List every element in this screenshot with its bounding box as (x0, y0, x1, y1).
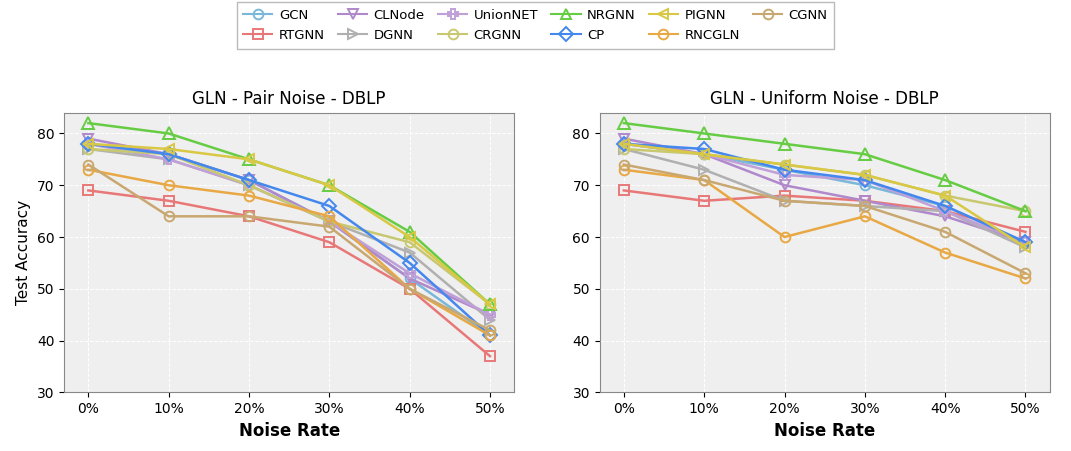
Title: GLN - Pair Noise - DBLP: GLN - Pair Noise - DBLP (193, 90, 386, 108)
Title: GLN - Uniform Noise - DBLP: GLN - Uniform Noise - DBLP (710, 90, 939, 108)
Y-axis label: Test Accuracy: Test Accuracy (16, 200, 31, 305)
X-axis label: Noise Rate: Noise Rate (774, 422, 875, 440)
X-axis label: Noise Rate: Noise Rate (239, 422, 340, 440)
Legend: GCN, RTGNN, CLNode, DGNN, UnionNET, CRGNN, NRGNN, CP, PIGNN, RNCGLN, CGNN: GCN, RTGNN, CLNode, DGNN, UnionNET, CRGN… (237, 2, 834, 49)
